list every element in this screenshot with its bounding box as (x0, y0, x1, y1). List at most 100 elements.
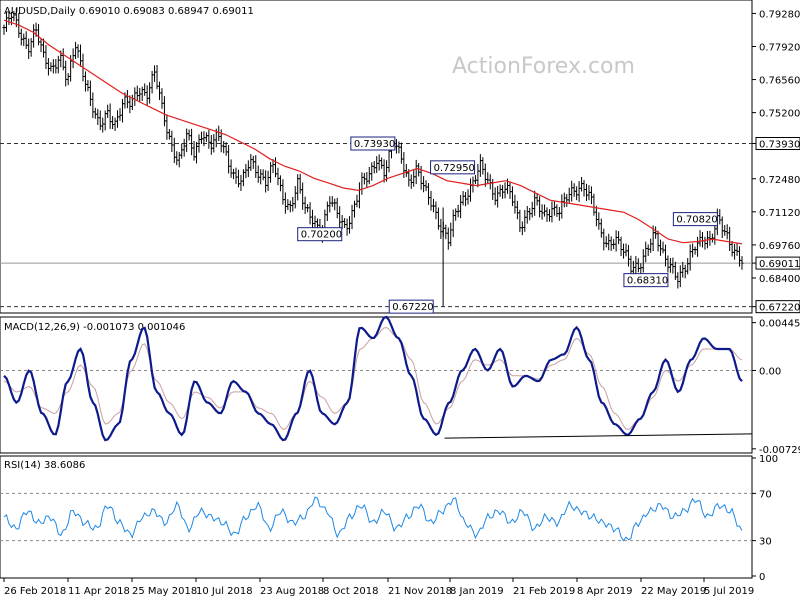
ohlc-bar (644, 241, 648, 263)
ohlc-bar (111, 115, 115, 130)
svg-text:-0.007298: -0.007298 (759, 445, 800, 456)
macd-y-tick: 0.00 (752, 366, 781, 377)
ohlc-bar (145, 85, 149, 106)
x-axis-tick: 8 Jan 2019 (449, 578, 504, 597)
ohlc-bar (224, 142, 228, 156)
ohlc-bar (580, 177, 584, 192)
ohlc-bar (422, 176, 426, 193)
rsi-header: RSI(14) 38.6086 (4, 460, 85, 471)
ohlc-bar (278, 175, 282, 192)
ohlc-bar (565, 194, 569, 207)
ohlc-bar (98, 110, 102, 131)
ohlc-bar (49, 62, 53, 72)
ohlc-bar (404, 163, 408, 177)
x-axis-tick: 26 Feb 2018 (3, 578, 66, 597)
rsi-y-tick: 30 (752, 537, 772, 548)
ohlc-bar (649, 238, 653, 253)
ohlc-bar (328, 196, 332, 213)
price-y-tick: 0.73930 (752, 137, 800, 151)
ohlc-bar (269, 162, 273, 183)
ohlc-bar (560, 194, 564, 219)
svg-text:0.71120: 0.71120 (759, 208, 800, 219)
ohlc-bar (236, 169, 240, 188)
ohlc-bar (740, 256, 744, 270)
ohlc-bar (187, 129, 191, 141)
ohlc-bar (399, 142, 403, 164)
svg-text:0.004456: 0.004456 (759, 319, 800, 330)
ohlc-bar (619, 236, 623, 257)
ohlc-bar (493, 187, 497, 206)
ohlc-bar (281, 179, 285, 205)
ohlc-bar (459, 195, 463, 219)
ohlc-bar (333, 198, 337, 211)
ohlc-bar (335, 197, 339, 219)
ohlc-bar (345, 218, 349, 236)
ohlc-bar (735, 243, 739, 256)
ohlc-bar (365, 171, 369, 189)
svg-text:26 Feb 2018: 26 Feb 2018 (4, 586, 66, 597)
ohlc-bar (488, 174, 492, 190)
macd-y-tick: -0.007298 (752, 445, 800, 456)
ohlc-bar (424, 180, 428, 192)
rsi-y-tick: 70 (752, 489, 772, 500)
ohlc-bar (288, 200, 292, 213)
ohlc-bar (518, 209, 522, 233)
ohlc-bar (116, 110, 120, 128)
price-y-tick: 0.79280 (752, 9, 800, 20)
price-annotation: 0.67220 (388, 299, 434, 314)
ohlc-bar (624, 243, 628, 257)
svg-text:100: 100 (759, 454, 778, 465)
price-y-tick: 0.67220 (752, 300, 800, 314)
ohlc-bar (39, 38, 43, 53)
ohlc-bar (723, 225, 727, 236)
ohlc-bar (357, 182, 361, 209)
svg-text:21 Nov 2018: 21 Nov 2018 (388, 586, 452, 597)
ohlc-bar (54, 59, 58, 74)
ohlc-bar (656, 230, 660, 252)
svg-text:0.70820: 0.70820 (676, 215, 717, 226)
ohlc-bar (209, 135, 213, 155)
ohlc-bar (414, 159, 418, 185)
ohlc-bar (32, 24, 36, 48)
ohlc-bar (691, 243, 695, 258)
ohlc-bar (249, 153, 253, 171)
ohlc-bar (681, 261, 685, 278)
ohlc-bar (730, 241, 734, 257)
macd-signal-line (3, 327, 743, 430)
ohlc-bar (330, 196, 334, 207)
ohlc-bar (575, 186, 579, 201)
svg-text:0.69760: 0.69760 (759, 241, 800, 252)
ohlc-bar (451, 209, 455, 238)
ohlc-bar (93, 107, 97, 119)
macd-panel-frame (0, 316, 753, 454)
ohlc-bar (402, 151, 406, 178)
x-axis-tick: 25 May 2018 (131, 578, 197, 597)
ohlc-bar (496, 185, 500, 208)
ohlc-bar (143, 83, 147, 96)
price-y-tick: 0.71120 (752, 208, 800, 219)
price-header: AUDUSD,Daily 0.69010 0.69083 0.68947 0.6… (4, 6, 254, 17)
ohlc-bar (177, 151, 181, 168)
ohlc-bar (64, 60, 68, 87)
ohlc-bar (646, 244, 650, 257)
svg-text:0.79280: 0.79280 (759, 9, 800, 20)
ohlc-bar (449, 222, 453, 247)
svg-text:0.69011: 0.69011 (759, 259, 800, 270)
ohlc-bar (135, 85, 139, 101)
ohlc-bar (589, 186, 593, 205)
ohlc-bar (148, 82, 152, 104)
ohlc-bar (617, 231, 621, 245)
ohlc-bar (192, 140, 196, 161)
ohlc-bar (693, 246, 697, 255)
macd-header: MACD(12,26,9) -0.001073 0.001046 (4, 322, 185, 333)
svg-text:0.70200: 0.70200 (301, 230, 342, 241)
ohlc-bar (513, 194, 517, 214)
ohlc-bar (140, 86, 144, 101)
price-annotation: 0.70820 (672, 212, 718, 227)
ohlc-bar (602, 228, 606, 251)
svg-text:0.72950: 0.72950 (434, 163, 475, 174)
ohlc-bar (227, 144, 231, 174)
ohlc-bar (133, 87, 137, 106)
ohlc-bar (454, 208, 458, 221)
